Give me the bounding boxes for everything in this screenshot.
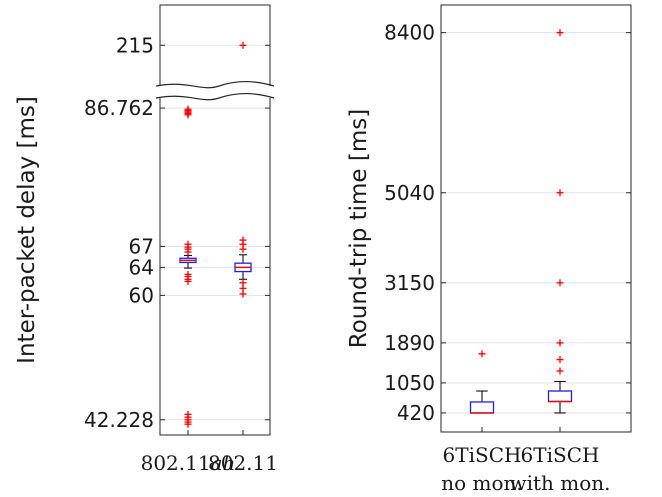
axis-break-lower-wave — [155, 92, 275, 101]
box-802-11-outlier-6 — [239, 290, 247, 298]
box-6tisch-with-mon-outlier-2 — [556, 279, 564, 287]
xtick-label: no mon. — [441, 471, 523, 495]
ytick-label: 86.762 — [84, 96, 154, 120]
box-6tisch-with-mon-iqr — [547, 390, 573, 403]
box-6tisch-no-mon-outlier-0 — [478, 350, 486, 358]
ytick-label: 1890 — [384, 331, 435, 355]
xtick-label: 6TiSCH — [521, 443, 600, 467]
round-trip-time-chart: 8400 5040 3150 1890 1050 420 6TiSCH no mon. 6TiS… — [346, 4, 632, 495]
ytick-label: 8400 — [384, 21, 435, 45]
xtick-label-part: 802.11 — [141, 451, 211, 475]
y-axis-label: Inter-packet delay [ms] — [14, 96, 40, 364]
ytick-label: 215 — [116, 33, 154, 57]
axis-break-upper-wave — [155, 80, 275, 89]
ytick-label: 420 — [397, 401, 435, 425]
axis-break-gap — [156, 86, 274, 98]
box-802-11ah-outlier-12 — [184, 277, 192, 285]
box-6tisch-with-mon-outlier-3 — [556, 339, 564, 347]
ytick-label: 1050 — [384, 371, 435, 395]
xtick-label: 802.11ah — [141, 451, 236, 475]
box-802-11ah-outlier-15 — [184, 410, 192, 418]
box-6tisch-with-mon-outlier-5 — [556, 367, 564, 375]
ytick-label: 5040 — [384, 181, 435, 205]
ytick-label: 60 — [129, 283, 154, 307]
ytick-label: 42.228 — [84, 408, 154, 432]
xtick-label: 802.11 — [208, 451, 278, 475]
box-802-11-outlier-3 — [239, 236, 247, 244]
xtick-label-part: ah — [211, 451, 236, 475]
box-802-11ah-outlier-17 — [184, 420, 192, 428]
box-6tisch-no-mon-iqr — [469, 401, 495, 414]
ytick-label: 3150 — [384, 271, 435, 295]
box-802-11-outlier-0 — [239, 41, 247, 49]
ytick-label: 64 — [129, 255, 154, 279]
box-6tisch-with-mon-outlier-1 — [556, 189, 564, 197]
plot-frame — [159, 4, 271, 436]
box-6tisch-with-mon-outlier-0 — [556, 29, 564, 37]
ytick-label: 67 — [129, 234, 154, 258]
plot-frame — [440, 4, 632, 433]
xtick-label: with mon. — [509, 471, 610, 495]
box-802-11ah-outlier-8 — [184, 240, 192, 248]
box-802-11ah-outlier-4 — [184, 105, 192, 113]
xtick-label-part: 802.11 — [208, 451, 278, 475]
box-6tisch-with-mon-outlier-4 — [556, 356, 564, 364]
y-axis-label: Round-trip time [ms] — [346, 109, 372, 348]
xtick-label: 6TiSCH — [443, 443, 522, 467]
